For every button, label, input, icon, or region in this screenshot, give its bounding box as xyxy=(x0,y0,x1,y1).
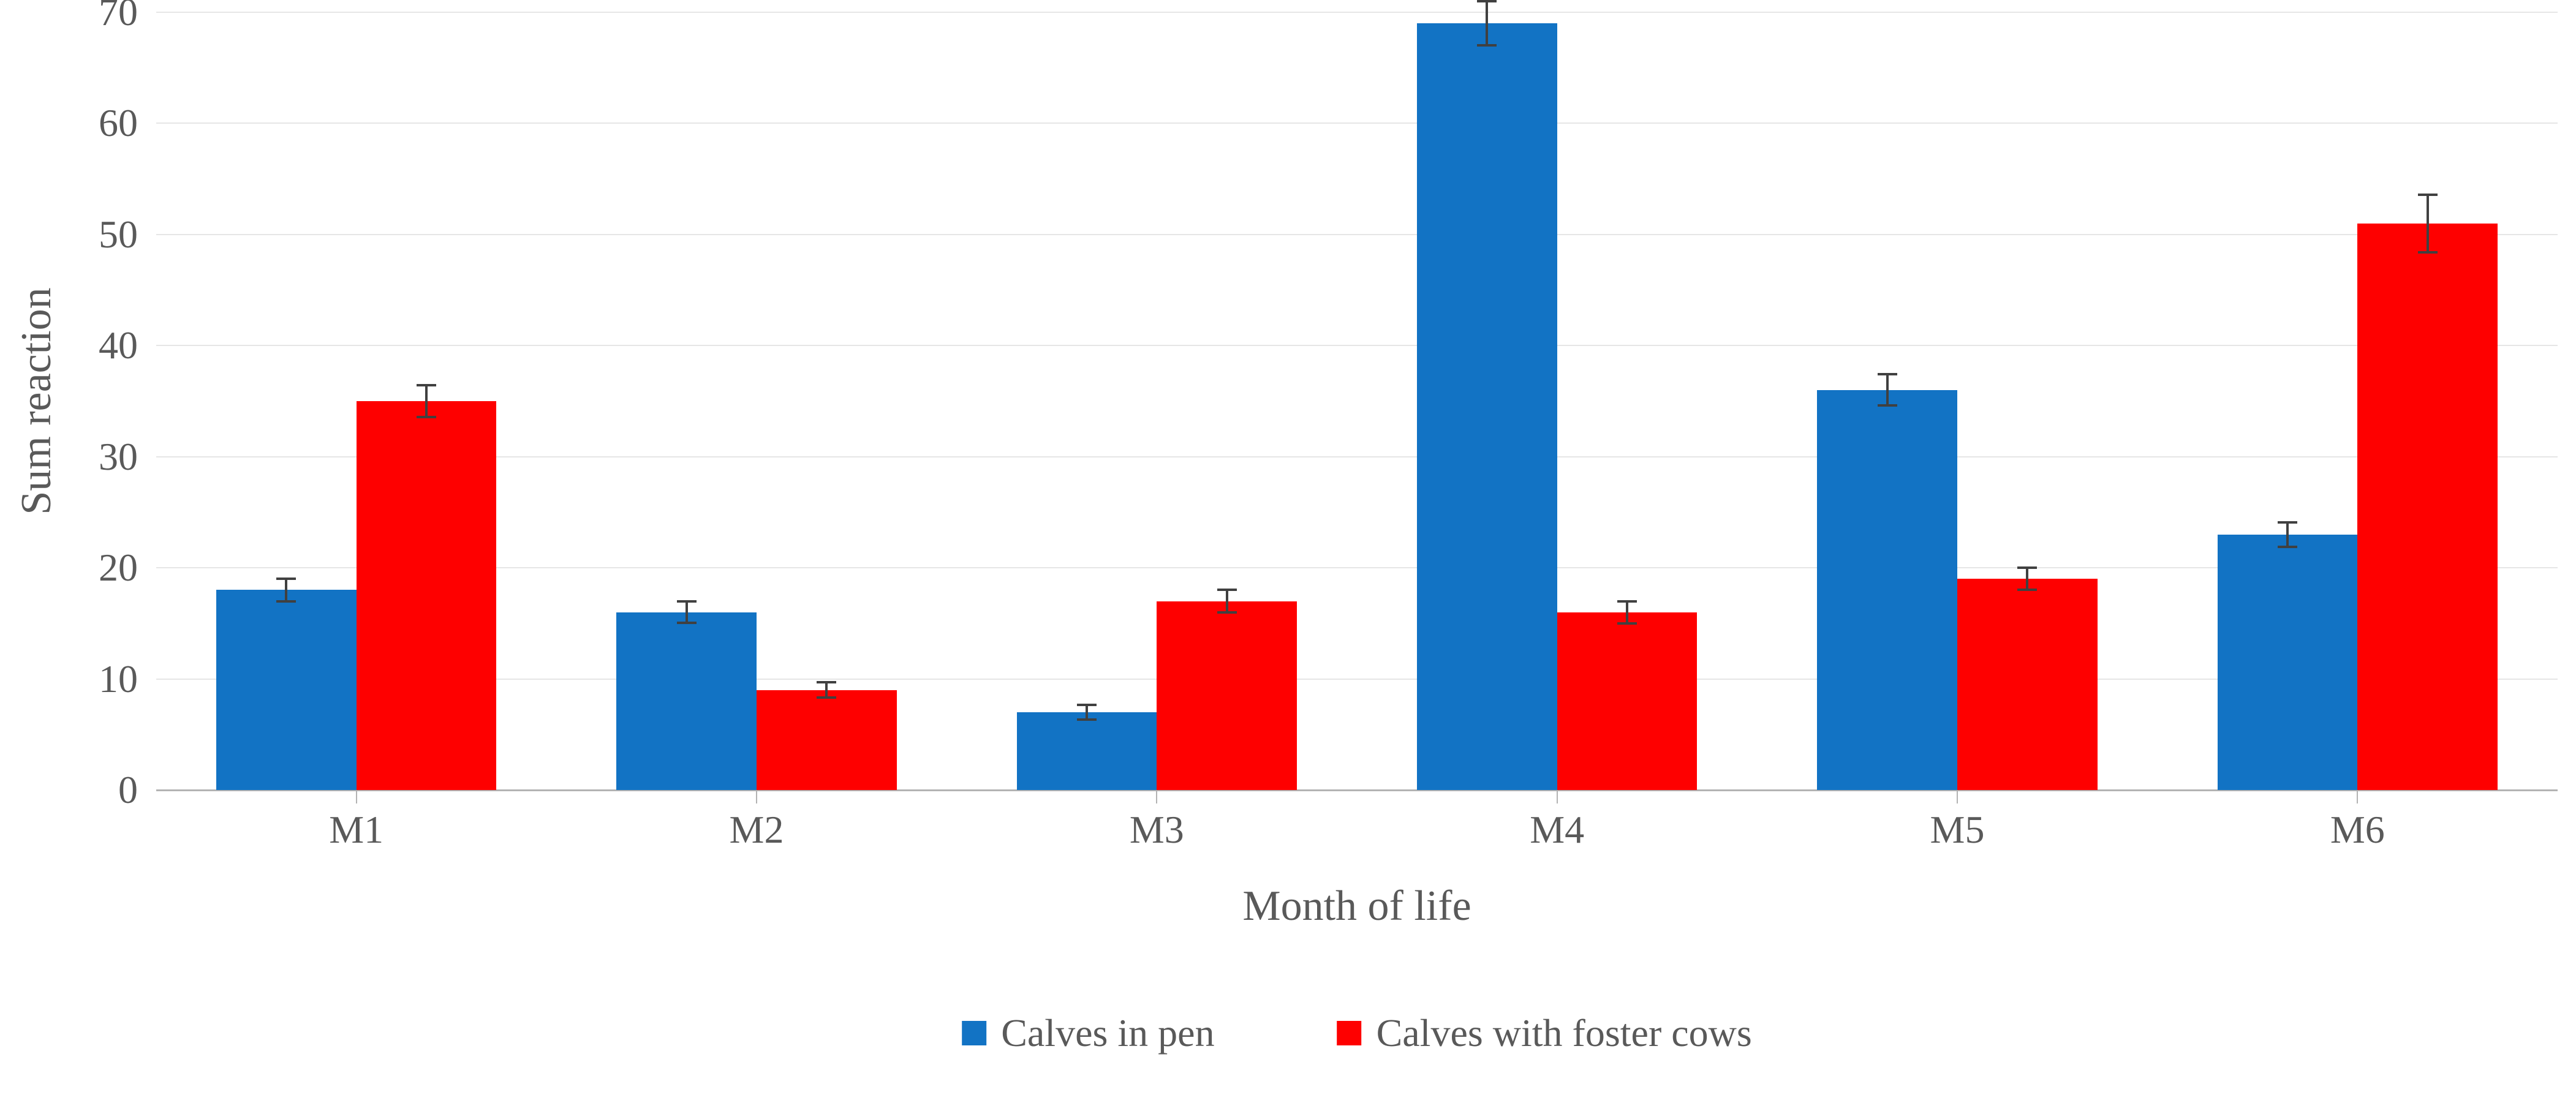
grid-line xyxy=(156,122,2558,124)
grid-line xyxy=(156,567,2558,568)
bar-calves-in-pen xyxy=(2218,535,2358,790)
x-tick-label: M6 xyxy=(2330,790,2385,852)
y-tick-label: 40 xyxy=(99,323,156,368)
grid-line xyxy=(156,12,2558,13)
y-axis-title: Sum reaction xyxy=(12,287,61,514)
grid-line xyxy=(156,345,2558,346)
x-tick-label: M5 xyxy=(1930,790,1985,852)
bar-calves-with-foster-cows xyxy=(1157,601,1297,790)
x-tick-label: M1 xyxy=(329,790,383,852)
x-tick-label: M4 xyxy=(1530,790,1584,852)
figure: 010203040506070M1M2M3M4M5M6 Sum reaction… xyxy=(0,0,2576,1095)
legend-label: Calves with foster cows xyxy=(1377,1010,1752,1056)
plot-area: 010203040506070M1M2M3M4M5M6 xyxy=(156,12,2558,790)
x-tick-label: M2 xyxy=(730,790,784,852)
bar-calves-in-pen xyxy=(216,590,357,790)
y-tick-label: 70 xyxy=(99,0,156,35)
bar-calves-in-pen xyxy=(1817,390,1957,790)
y-tick-label: 0 xyxy=(118,767,156,813)
grid-line xyxy=(156,679,2558,680)
legend-swatch xyxy=(962,1021,986,1045)
bar-calves-in-pen xyxy=(616,612,757,790)
y-tick-label: 30 xyxy=(99,434,156,480)
y-tick-label: 60 xyxy=(99,100,156,146)
y-tick-label: 20 xyxy=(99,545,156,590)
legend-swatch xyxy=(1337,1021,1362,1045)
bar-calves-in-pen xyxy=(1417,23,1557,790)
legend-label: Calves in pen xyxy=(1001,1010,1214,1056)
x-axis-baseline xyxy=(156,789,2558,791)
legend: Calves in pen Calves with foster cows xyxy=(962,1010,1752,1056)
bar-calves-with-foster-cows xyxy=(1557,612,1698,790)
bar-calves-with-foster-cows xyxy=(1957,579,2098,790)
x-axis-title: Month of life xyxy=(1242,882,1471,931)
legend-item: Calves in pen xyxy=(962,1010,1214,1056)
y-tick-label: 50 xyxy=(99,212,156,257)
bar-calves-with-foster-cows xyxy=(2357,224,2498,790)
bar-calves-with-foster-cows xyxy=(357,401,497,790)
grid-line xyxy=(156,456,2558,457)
grid-line xyxy=(156,234,2558,235)
legend-item: Calves with foster cows xyxy=(1337,1010,1752,1056)
x-tick-label: M3 xyxy=(1130,790,1184,852)
bar-calves-with-foster-cows xyxy=(757,690,897,790)
bar-calves-in-pen xyxy=(1017,712,1157,790)
y-tick-label: 10 xyxy=(99,657,156,702)
